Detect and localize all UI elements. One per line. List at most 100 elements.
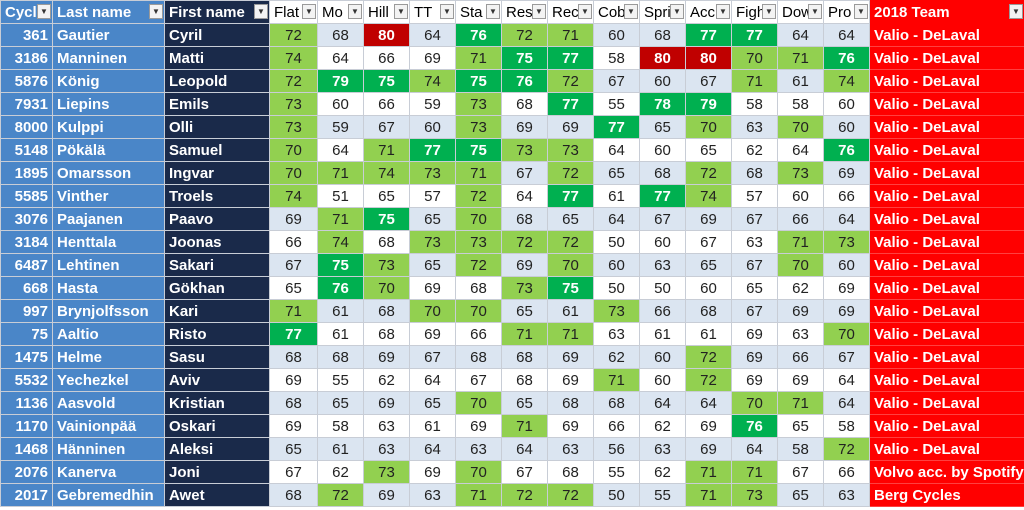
stat-cell[interactable]: 70 <box>409 299 456 323</box>
stat-cell[interactable]: 66 <box>363 46 410 70</box>
first-name-cell[interactable]: Olli <box>164 115 270 139</box>
stat-cell[interactable]: 67 <box>501 161 548 185</box>
stat-cell[interactable]: 64 <box>685 391 732 415</box>
stat-cell[interactable]: 64 <box>593 207 640 231</box>
first-name-cell[interactable]: Leopold <box>164 69 270 93</box>
column-header-5[interactable]: Hill ▼ <box>363 0 410 24</box>
stat-cell[interactable]: 62 <box>731 138 778 162</box>
stat-cell[interactable]: 60 <box>639 345 686 369</box>
stat-cell[interactable]: 73 <box>409 161 456 185</box>
first-name-cell[interactable]: Awet <box>164 483 270 507</box>
stat-cell[interactable]: 69 <box>363 345 410 369</box>
stat-cell[interactable]: 71 <box>455 161 502 185</box>
stat-cell[interactable]: 64 <box>501 437 548 461</box>
stat-cell[interactable]: 73 <box>593 299 640 323</box>
stat-cell[interactable]: 63 <box>363 437 410 461</box>
stat-cell[interactable]: 63 <box>547 437 594 461</box>
last-name-cell[interactable]: Omarsson <box>52 161 165 185</box>
stat-cell[interactable]: 61 <box>593 184 640 208</box>
stat-cell[interactable]: 60 <box>593 23 640 47</box>
stat-cell[interactable]: 76 <box>317 276 364 300</box>
team-cell[interactable]: Valio - DeLaval <box>869 138 1024 162</box>
cyclist-id-cell[interactable]: 5532 <box>0 368 53 392</box>
stat-cell[interactable]: 64 <box>823 368 870 392</box>
stat-cell[interactable]: 67 <box>269 253 318 277</box>
first-name-cell[interactable]: Aviv <box>164 368 270 392</box>
stat-cell[interactable]: 66 <box>823 184 870 208</box>
team-cell[interactable]: Valio - DeLaval <box>869 115 1024 139</box>
first-name-cell[interactable]: Risto <box>164 322 270 346</box>
stat-cell[interactable]: 72 <box>269 23 318 47</box>
last-name-cell[interactable]: Gautier <box>52 23 165 47</box>
stat-cell[interactable]: 64 <box>823 391 870 415</box>
stat-cell[interactable]: 66 <box>823 460 870 484</box>
stat-cell[interactable]: 74 <box>363 161 410 185</box>
stat-cell[interactable]: 75 <box>455 69 502 93</box>
stat-cell[interactable]: 64 <box>409 368 456 392</box>
last-name-cell[interactable]: Paajanen <box>52 207 165 231</box>
last-name-cell[interactable]: Hasta <box>52 276 165 300</box>
stat-cell[interactable]: 76 <box>823 138 870 162</box>
stat-cell[interactable]: 74 <box>823 69 870 93</box>
stat-cell[interactable]: 76 <box>731 414 778 438</box>
stat-cell[interactable]: 77 <box>409 138 456 162</box>
stat-cell[interactable]: 64 <box>409 23 456 47</box>
stat-cell[interactable]: 63 <box>731 115 778 139</box>
stat-cell[interactable]: 68 <box>269 391 318 415</box>
stat-cell[interactable]: 77 <box>593 115 640 139</box>
last-name-cell[interactable]: Kanerva <box>52 460 165 484</box>
stat-cell[interactable]: 71 <box>547 23 594 47</box>
stat-cell[interactable]: 60 <box>639 69 686 93</box>
stat-cell[interactable]: 71 <box>731 69 778 93</box>
cyclist-id-cell[interactable]: 361 <box>0 23 53 47</box>
stat-cell[interactable]: 60 <box>409 115 456 139</box>
stat-cell[interactable]: 65 <box>593 161 640 185</box>
stat-cell[interactable]: 77 <box>547 92 594 116</box>
team-cell[interactable]: Volvo acc. by Spotify <box>869 460 1024 484</box>
column-header-7[interactable]: Sta ▼ <box>455 0 502 24</box>
stat-cell[interactable]: 70 <box>269 138 318 162</box>
first-name-cell[interactable]: Paavo <box>164 207 270 231</box>
stat-cell[interactable]: 64 <box>731 437 778 461</box>
stat-cell[interactable]: 68 <box>363 299 410 323</box>
stat-cell[interactable]: 69 <box>501 115 548 139</box>
stat-cell[interactable]: 70 <box>823 322 870 346</box>
stat-cell[interactable]: 65 <box>501 299 548 323</box>
stat-cell[interactable]: 68 <box>455 276 502 300</box>
filter-dropdown-icon[interactable]: ▼ <box>670 4 684 19</box>
stat-cell[interactable]: 72 <box>455 253 502 277</box>
filter-dropdown-icon[interactable]: ▼ <box>440 4 454 19</box>
stat-cell[interactable]: 70 <box>269 161 318 185</box>
stat-cell[interactable]: 61 <box>777 69 824 93</box>
stat-cell[interactable]: 65 <box>685 138 732 162</box>
stat-cell[interactable]: 75 <box>547 276 594 300</box>
stat-cell[interactable]: 68 <box>547 460 594 484</box>
stat-cell[interactable]: 68 <box>501 368 548 392</box>
first-name-cell[interactable]: Oskari <box>164 414 270 438</box>
stat-cell[interactable]: 69 <box>547 115 594 139</box>
stat-cell[interactable]: 69 <box>731 345 778 369</box>
first-name-cell[interactable]: Cyril <box>164 23 270 47</box>
first-name-cell[interactable]: Samuel <box>164 138 270 162</box>
stat-cell[interactable]: 72 <box>317 483 364 507</box>
first-name-cell[interactable]: Gökhan <box>164 276 270 300</box>
cyclist-id-cell[interactable]: 5876 <box>0 69 53 93</box>
stat-cell[interactable]: 70 <box>685 115 732 139</box>
first-name-cell[interactable]: Sasu <box>164 345 270 369</box>
cyclist-id-cell[interactable]: 75 <box>0 322 53 346</box>
stat-cell[interactable]: 68 <box>501 92 548 116</box>
stat-cell[interactable]: 61 <box>547 299 594 323</box>
stat-cell[interactable]: 60 <box>639 138 686 162</box>
stat-cell[interactable]: 68 <box>455 345 502 369</box>
stat-cell[interactable]: 50 <box>593 483 640 507</box>
column-header-4[interactable]: Mo ▼ <box>317 0 364 24</box>
stat-cell[interactable]: 74 <box>269 184 318 208</box>
stat-cell[interactable]: 68 <box>363 322 410 346</box>
stat-cell[interactable]: 64 <box>593 138 640 162</box>
stat-cell[interactable]: 69 <box>363 391 410 415</box>
stat-cell[interactable]: 79 <box>685 92 732 116</box>
team-cell[interactable]: Valio - DeLaval <box>869 230 1024 254</box>
stat-cell[interactable]: 65 <box>363 184 410 208</box>
stat-cell[interactable]: 62 <box>363 368 410 392</box>
last-name-cell[interactable]: Yechezkel <box>52 368 165 392</box>
